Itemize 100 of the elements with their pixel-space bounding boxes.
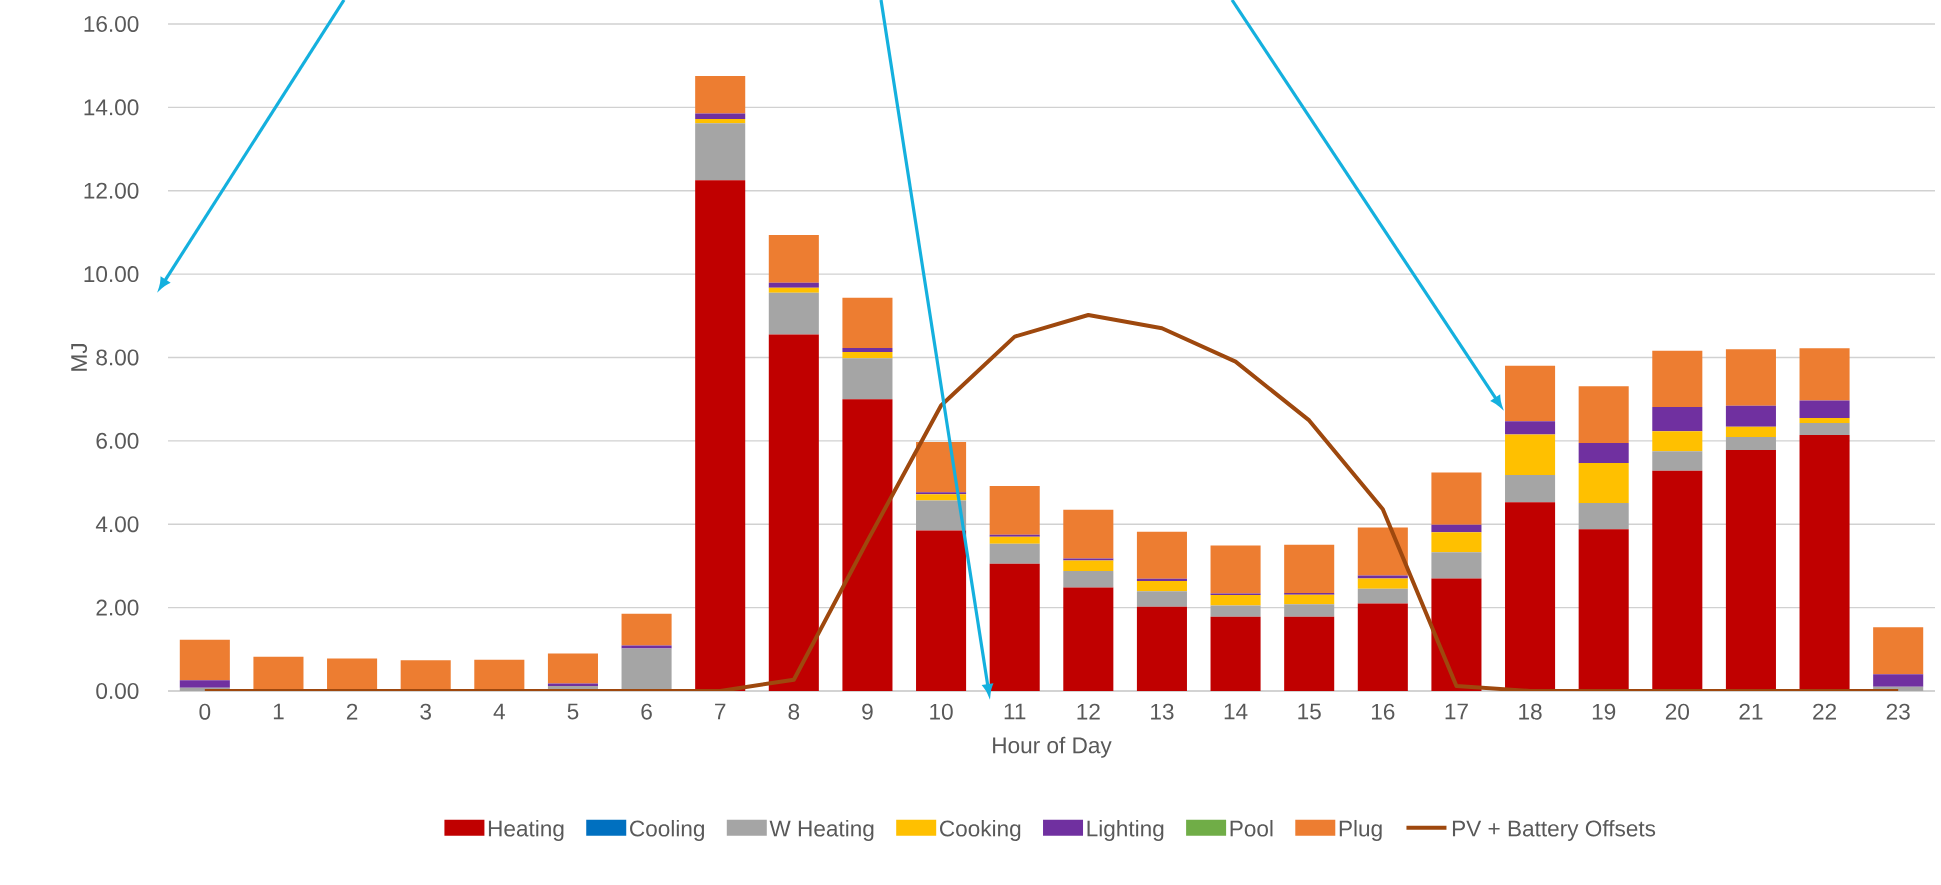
bar — [1063, 509, 1114, 559]
bar — [1725, 349, 1776, 406]
x-axis-title: Hour of Day — [993, 736, 1112, 758]
bar — [1873, 674, 1924, 687]
bar — [768, 282, 819, 288]
x-tick-label: 8 — [788, 703, 800, 720]
bar — [916, 500, 967, 531]
bar — [916, 530, 967, 691]
bar — [1505, 475, 1556, 503]
bar — [1284, 616, 1335, 691]
x-tick-label: 7 — [715, 703, 726, 720]
x-tick-label: 10 — [930, 703, 953, 720]
bar — [1652, 350, 1703, 408]
bar — [989, 543, 1040, 564]
bar — [842, 399, 893, 691]
y-tick-label: 0.00 — [96, 682, 139, 699]
bar — [1725, 426, 1776, 438]
bar — [1063, 558, 1114, 561]
bar — [1505, 434, 1556, 476]
bar — [1210, 605, 1261, 617]
bar — [1431, 532, 1482, 553]
bar — [916, 492, 967, 495]
bar — [1578, 462, 1629, 503]
bar — [842, 297, 893, 348]
y-axis-title: MJ — [71, 344, 88, 371]
bar — [1431, 578, 1482, 691]
bar — [327, 658, 378, 691]
bar — [547, 653, 598, 684]
bar — [989, 485, 1040, 535]
bar — [1136, 580, 1187, 592]
legend-label: Lighting — [1087, 819, 1164, 842]
bar — [1210, 616, 1261, 691]
bar — [474, 659, 525, 691]
bar — [1799, 417, 1850, 423]
x-tick-label: 1 — [273, 703, 284, 720]
bar — [1725, 437, 1776, 451]
x-tick-label: 14 — [1224, 703, 1248, 720]
bar — [989, 536, 1040, 544]
bar — [1652, 451, 1703, 471]
bar — [1357, 578, 1408, 589]
bar — [768, 234, 819, 283]
bar — [1210, 595, 1261, 606]
x-tick-label: 17 — [1445, 703, 1468, 720]
y-tick-label: 8.00 — [96, 349, 139, 366]
y-tick-label: 16.00 — [84, 15, 139, 32]
bar — [989, 563, 1040, 691]
bar — [842, 358, 893, 400]
bar — [1578, 502, 1629, 530]
bar — [547, 683, 598, 686]
bar — [1725, 405, 1776, 427]
x-tick-label: 19 — [1592, 703, 1616, 720]
bar — [1578, 386, 1629, 443]
bar — [1431, 472, 1482, 525]
bar — [1652, 431, 1703, 452]
bar — [1725, 450, 1776, 691]
bar — [1505, 502, 1556, 691]
bar — [621, 648, 672, 691]
bar — [1136, 591, 1187, 607]
bar — [1136, 531, 1187, 579]
bar — [1357, 603, 1408, 691]
bar — [1578, 442, 1629, 463]
x-tick-label: 6 — [641, 703, 652, 720]
bar — [1284, 594, 1335, 605]
bar — [768, 292, 819, 335]
bar — [1284, 604, 1335, 617]
bar — [179, 680, 230, 688]
bar — [179, 639, 230, 681]
bar — [400, 660, 451, 691]
x-tick-label: 11 — [1004, 703, 1026, 720]
y-tick-label: 4.00 — [95, 516, 139, 533]
bar — [1431, 552, 1482, 579]
y-tick-label: 12.00 — [84, 182, 139, 199]
legend-label: Cooling — [630, 819, 704, 842]
bar — [621, 613, 672, 646]
x-tick-label: 2 — [346, 703, 358, 720]
y-tick-label: 6.00 — [96, 432, 139, 449]
bar — [695, 113, 746, 120]
bar — [695, 123, 746, 181]
legend-label: Pool — [1230, 819, 1273, 837]
x-tick-label: 5 — [567, 703, 579, 720]
bar — [1799, 422, 1850, 436]
legend-label: PV + Battery Offsets — [1452, 819, 1656, 841]
y-tick-label: 10.00 — [84, 266, 139, 283]
bar — [1652, 470, 1703, 691]
bar — [1357, 588, 1408, 604]
y-tick-label: 14.00 — [84, 99, 139, 116]
x-tick-label: 13 — [1151, 703, 1174, 720]
bar — [1799, 348, 1850, 401]
x-tick-label: 3 — [420, 703, 431, 720]
x-tick-label: 23 — [1886, 703, 1910, 720]
legend-label: Cooking — [940, 819, 1021, 842]
x-tick-label: 12 — [1077, 703, 1100, 720]
bar — [1873, 627, 1924, 675]
bar — [1063, 570, 1114, 588]
bar — [1578, 529, 1629, 691]
bar — [1431, 524, 1482, 533]
bar — [253, 656, 304, 691]
x-tick-label: 15 — [1298, 703, 1321, 720]
y-tick-label: 2.00 — [96, 599, 139, 616]
x-tick-label: 20 — [1665, 703, 1689, 720]
